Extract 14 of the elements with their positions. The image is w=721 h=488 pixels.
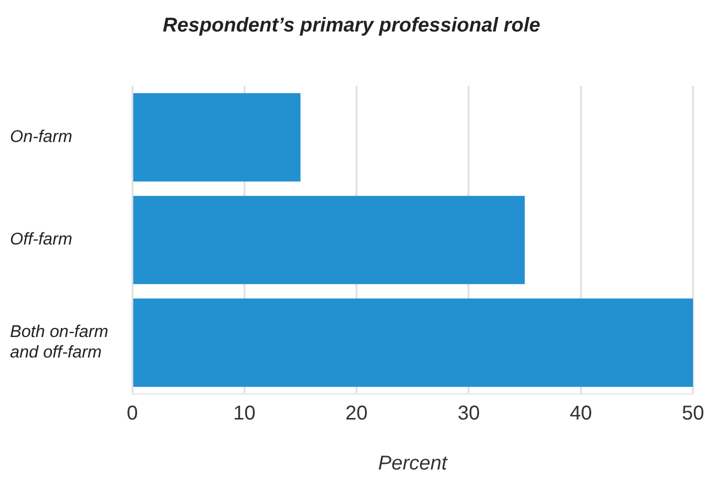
y-tick-label: Off-farm: [10, 230, 72, 249]
y-tick-label: Both on-farm and off-farm: [10, 322, 108, 362]
bar: [133, 298, 693, 387]
bar: [133, 93, 300, 182]
x-axis-title: Percent: [378, 452, 449, 475]
bar: [133, 196, 525, 284]
x-tick-label: 50: [682, 402, 704, 425]
x-tick-label: 30: [458, 402, 480, 425]
x-tick-label: 40: [570, 402, 592, 425]
chart-title: Respondent’s primary professional role: [162, 14, 540, 37]
x-tick-label: 10: [233, 402, 256, 425]
x-tick-label: 20: [345, 402, 368, 425]
y-tick-label: On-farm: [10, 127, 72, 146]
x-tick-label: 0: [126, 402, 138, 425]
